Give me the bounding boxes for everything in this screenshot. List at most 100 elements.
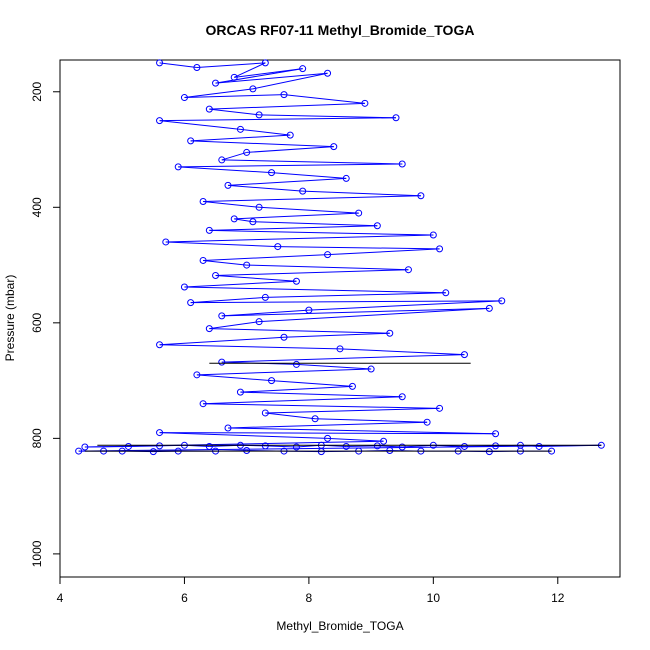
data-point [398,443,406,451]
series-line-segment [221,159,403,165]
x-tick-label: 12 [551,591,565,605]
data-point [404,266,412,274]
series-line-segment [277,246,440,250]
data-point [386,329,394,337]
series-line-segment [84,445,129,448]
chart-title: ORCAS RF07-11 Methyl_Bromide_TOGA [206,22,475,38]
series-line-segment [215,72,328,84]
y-axis-label: Pressure (mbar) [3,275,17,362]
series-line-segment [165,241,278,248]
data-point [286,131,294,139]
data-point [224,181,232,189]
data-point [342,174,350,182]
data-point [324,69,332,77]
data-point [305,306,313,314]
series-line-segment [283,94,365,104]
series-line-segment [159,432,328,439]
series-line-segment [259,206,359,214]
data-point [218,312,226,320]
data-point [280,333,288,341]
data-point [156,117,164,125]
plot-frame [59,59,621,578]
series-line-segment [234,212,359,220]
data-point [249,85,257,93]
data-point [156,341,164,349]
data-point [75,447,83,455]
data-point [292,443,300,451]
data-point [218,156,226,164]
series-line-segment [203,396,403,405]
series-line-segment [346,445,378,447]
series-line-segment [234,62,266,78]
data-point [324,251,332,259]
y-tick-label: 600 [30,313,44,333]
data-point [180,283,188,291]
series-line-segment [178,166,272,174]
series-line-segment [159,120,241,130]
data-point [280,91,288,99]
series-line-segment [221,307,490,317]
series-line-segment [196,62,266,69]
data-point [492,442,500,450]
series-line-segment [215,269,409,276]
data-point [249,218,257,226]
data-point [174,163,182,171]
data-point [492,430,500,438]
x-tick-label: 4 [57,591,64,605]
series-line-segment [190,296,266,304]
series-line-segment [196,374,272,382]
series-line-segment [296,363,372,370]
series-line-segment [377,445,403,448]
series-line-segment [265,407,440,414]
data-point [212,271,220,279]
data-point [243,148,251,156]
data-point [274,243,282,251]
data-point [149,448,157,456]
data-point [299,187,307,195]
series-line-segment [339,348,465,356]
data-point [261,442,269,450]
data-point [292,360,300,368]
y-tick-label: 1000 [30,540,44,567]
series-line-segment [190,134,291,142]
series-line-segment [159,62,197,69]
data-point [156,59,164,67]
data-point [292,277,300,285]
data-point [330,143,338,151]
data-point [81,443,89,451]
data-point [342,442,350,450]
data-point [230,73,238,81]
series-line-segment [190,140,334,148]
data-point [535,442,543,450]
data-point [386,446,394,454]
data-point [205,442,213,450]
data-point [156,442,164,450]
series-line-segment [128,445,160,447]
data-point [124,442,132,450]
series-line-segment [221,151,247,161]
series-line-segment [246,264,409,271]
series-line-segment [271,380,353,387]
data-point [398,160,406,168]
y-tick-label: 800 [30,428,44,448]
data-point [311,415,319,423]
series-line-segment [283,332,390,338]
series-line-segment [78,444,602,452]
data-point [205,325,213,333]
data-point [373,442,381,450]
data-point [193,371,201,379]
data-point [367,365,375,373]
series-line-segment [227,177,347,186]
series-line-segment [240,128,291,136]
series-line-segment [227,421,428,429]
series-line-segment [315,418,428,423]
data-point [162,238,170,246]
series-line-segment [227,427,496,435]
data-point [199,256,207,264]
series-line-segment [252,221,378,227]
series-line-segment [252,72,328,90]
series-line-segment [221,309,309,317]
series-line-segment [203,259,247,266]
data-point [268,377,276,385]
series-line-segment [215,68,303,84]
